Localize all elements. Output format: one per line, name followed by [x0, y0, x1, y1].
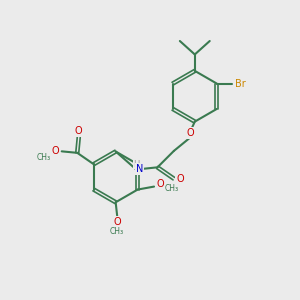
Text: N: N	[136, 164, 143, 174]
Text: O: O	[75, 126, 82, 136]
Text: CH₃: CH₃	[110, 227, 124, 236]
Text: O: O	[52, 146, 60, 156]
Text: O: O	[187, 128, 194, 138]
Text: O: O	[156, 179, 164, 189]
Text: H: H	[134, 160, 140, 169]
Text: CH₃: CH₃	[36, 153, 50, 162]
Text: O: O	[113, 217, 121, 227]
Text: O: O	[176, 174, 184, 184]
Text: CH₃: CH₃	[164, 184, 178, 194]
Text: Br: Br	[235, 79, 246, 88]
